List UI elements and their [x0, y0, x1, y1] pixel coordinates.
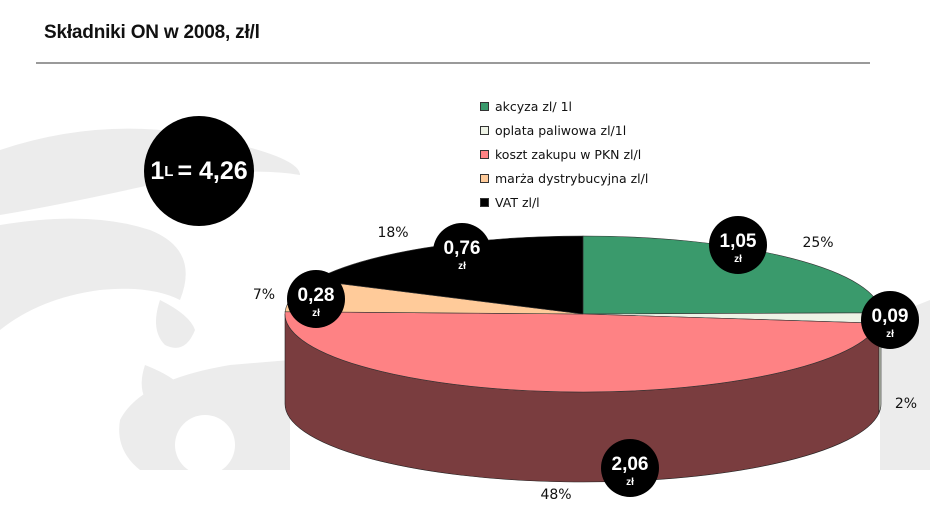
legend-item-koszt: koszt zakupu w PKN zl/l	[480, 142, 648, 166]
title-divider	[36, 62, 870, 64]
value-label-1: 0,09	[872, 306, 909, 327]
legend-item-vat: VAT zl/l	[480, 190, 648, 214]
legend-label: oplata paliwowa zl/1l	[495, 122, 627, 138]
legend-swatch	[480, 101, 489, 111]
total-liter-unit: L	[164, 162, 174, 180]
unit-label-4: zł	[458, 261, 466, 272]
unit-label-2: zł	[626, 477, 634, 488]
percent-label-2: 48%	[540, 487, 571, 503]
legend-swatch	[480, 173, 489, 183]
legend-swatch	[480, 125, 489, 135]
unit-label-3: zł	[312, 308, 320, 319]
total-price-badge: 1 L = 4,26	[144, 116, 254, 226]
unit-label-1: zł	[886, 329, 894, 340]
value-label-4: 0,76	[444, 238, 481, 259]
legend-swatch	[480, 197, 489, 207]
value-badge-3: 0,28 zł	[287, 270, 345, 328]
total-liter-number: 1	[150, 156, 165, 185]
value-label-2: 2,06	[612, 454, 649, 475]
legend-label: VAT zl/l	[495, 194, 540, 210]
chart-title: Składniki ON w 2008, zł/l	[44, 22, 260, 43]
legend-label: akcyza zl/ 1l	[495, 98, 573, 114]
legend-item-marza: marża dystrybucyjna zl/l	[480, 166, 648, 190]
value-label-3: 0,28	[298, 285, 335, 306]
value-badge-0: 1,05 zł	[709, 216, 767, 274]
chart-legend: akcyza zl/ 1l oplata paliwowa zl/1l kosz…	[480, 94, 648, 214]
value-badge-1: 0,09 zł	[861, 291, 919, 349]
percent-label-0: 25%	[802, 235, 833, 251]
legend-item-oplata: oplata paliwowa zl/1l	[480, 118, 648, 142]
value-badge-2: 2,06 zł	[601, 439, 659, 497]
value-label-0: 1,05	[720, 231, 757, 252]
percent-label-1: 2%	[895, 396, 917, 412]
unit-label-0: zł	[734, 254, 742, 265]
legend-label: koszt zakupu w PKN zl/l	[495, 146, 642, 162]
pie-slice-2	[284, 311, 880, 393]
value-badge-4: 0,76 zł	[433, 223, 491, 281]
total-price-value: = 4,26	[177, 156, 248, 185]
legend-item-akcyza: akcyza zl/ 1l	[480, 94, 648, 118]
legend-swatch	[480, 149, 489, 159]
legend-label: marża dystrybucyjna zl/l	[495, 170, 649, 186]
percent-label-4: 18%	[377, 225, 408, 241]
percent-label-3: 7%	[253, 287, 275, 303]
